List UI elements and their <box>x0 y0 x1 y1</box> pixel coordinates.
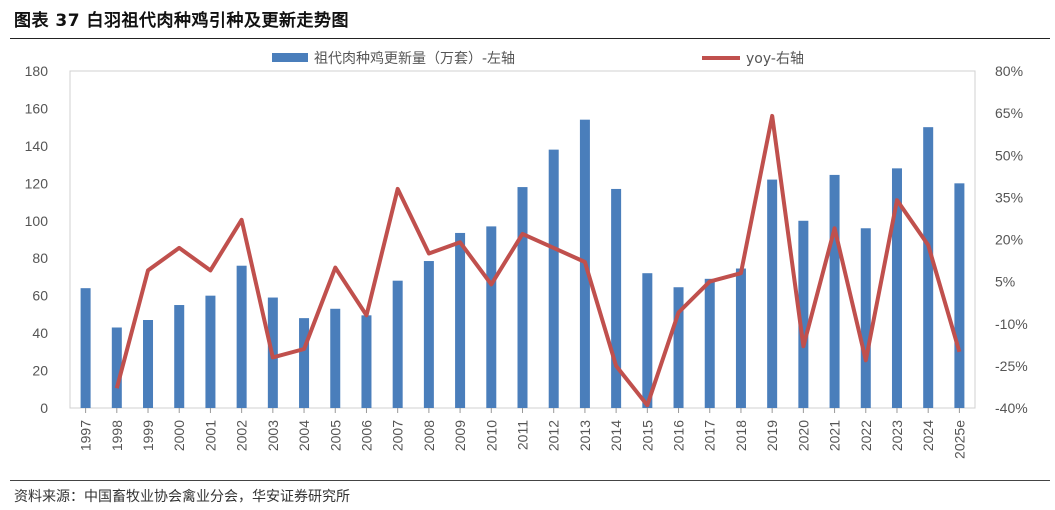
bar-2005 <box>330 308 341 408</box>
source-divider <box>10 480 1050 481</box>
y-right-tick-label: -40% <box>995 400 1028 416</box>
y-right-tick-label: -25% <box>995 358 1028 374</box>
x-tick-label: 2010 <box>483 420 499 451</box>
x-tick-label: 1997 <box>78 420 94 451</box>
bar-2017 <box>704 278 715 408</box>
y-left-tick-label: 180 <box>25 63 49 79</box>
bar-2012 <box>548 149 559 408</box>
source-note: 资料来源：中国畜牧业协会禽业分会，华安证券研究所 <box>14 489 350 505</box>
bar-2007 <box>392 280 403 408</box>
bar-2001 <box>205 295 216 408</box>
bar-2018 <box>735 268 746 408</box>
x-tick-label: 2025e <box>951 420 967 459</box>
bar-2008 <box>423 261 434 408</box>
bar-2016 <box>673 287 684 408</box>
y-left-tick-label: 20 <box>32 363 48 379</box>
x-tick-label: 2017 <box>702 420 718 451</box>
bar-2010 <box>486 226 497 408</box>
bar-2023 <box>891 168 902 408</box>
y-left-tick-label: 100 <box>25 213 49 229</box>
bar-2020 <box>798 220 809 408</box>
x-tick-label: 2024 <box>920 420 936 451</box>
y-right-tick-label: 35% <box>995 189 1023 205</box>
y-right-tick-label: 20% <box>995 232 1023 248</box>
bar-2000 <box>174 305 185 408</box>
x-tick-label: 2003 <box>265 420 281 451</box>
bar-2004 <box>299 318 310 408</box>
x-tick-label: 1998 <box>109 420 125 451</box>
x-tick-label: 2022 <box>858 420 874 451</box>
legend-swatch-bar <box>272 53 308 62</box>
x-tick-label: 2009 <box>452 420 468 451</box>
y-right-tick-label: 80% <box>995 63 1023 79</box>
y-right-tick-label: -10% <box>995 316 1028 332</box>
x-tick-label: 2013 <box>577 420 593 451</box>
x-tick-label: 2015 <box>639 420 655 451</box>
bar-1997 <box>80 288 91 408</box>
x-tick-label: 2001 <box>202 420 218 451</box>
bar-2011 <box>517 187 528 408</box>
yoy-line <box>114 113 962 408</box>
y-left-tick-label: 140 <box>25 138 49 154</box>
x-tick-label: 2020 <box>795 420 811 451</box>
legend-label-line: yoy-右轴 <box>746 51 804 67</box>
x-tick-label: 2019 <box>764 420 780 451</box>
legend-label-bar: 祖代肉种鸡更新量（万套）-左轴 <box>314 50 515 67</box>
x-tick-label: 1999 <box>140 420 156 451</box>
bar-2022 <box>860 228 871 408</box>
bar-1998 <box>111 327 122 408</box>
bar-2019 <box>767 179 778 408</box>
x-tick-label: 2006 <box>358 420 374 451</box>
x-tick-label: 2008 <box>421 420 437 451</box>
x-tick-label: 2012 <box>546 420 562 451</box>
y-left-tick-label: 120 <box>25 175 49 191</box>
bar-2015 <box>642 273 653 408</box>
bar-2025e <box>954 183 965 408</box>
y-left-tick-label: 60 <box>32 288 48 304</box>
bar-2024 <box>923 127 934 409</box>
x-tick-label: 2016 <box>671 420 687 451</box>
bar-1999 <box>143 320 154 408</box>
y-left-tick-label: 0 <box>40 400 48 416</box>
y-left-tick-label: 80 <box>32 250 48 266</box>
x-tick-label: 2018 <box>733 420 749 451</box>
y-left-tick-label: 160 <box>25 100 49 116</box>
bar-2014 <box>611 188 622 408</box>
x-tick-label: 2004 <box>296 420 312 451</box>
y-left-tick-label: 40 <box>32 325 48 341</box>
x-tick-label: 2011 <box>515 420 531 450</box>
bar-2021 <box>829 174 840 408</box>
y-right-tick-label: 50% <box>995 147 1023 163</box>
x-tick-label: 2014 <box>608 420 624 451</box>
y-right-tick-label: 5% <box>995 274 1015 290</box>
chart-svg: 0 20 40 60 80 100 120 140 160 180 -40% -25% -10% 5% 20… <box>25 50 1028 459</box>
title-divider <box>10 38 1050 39</box>
x-tick-label: 2023 <box>889 420 905 451</box>
x-tick-label: 2007 <box>390 420 406 451</box>
bar-2006 <box>361 315 372 408</box>
x-tick-label: 2021 <box>827 420 843 451</box>
x-tick-label: 2000 <box>171 420 187 451</box>
x-tick-label: 2005 <box>327 420 343 451</box>
figure-title: 图表 37 白羽祖代肉种鸡引种及更新走势图 <box>14 11 349 31</box>
x-tick-label: 2002 <box>234 420 250 451</box>
y-right-tick-label: 65% <box>995 105 1023 121</box>
bar-2009 <box>455 232 466 408</box>
bar-2002 <box>236 265 247 408</box>
